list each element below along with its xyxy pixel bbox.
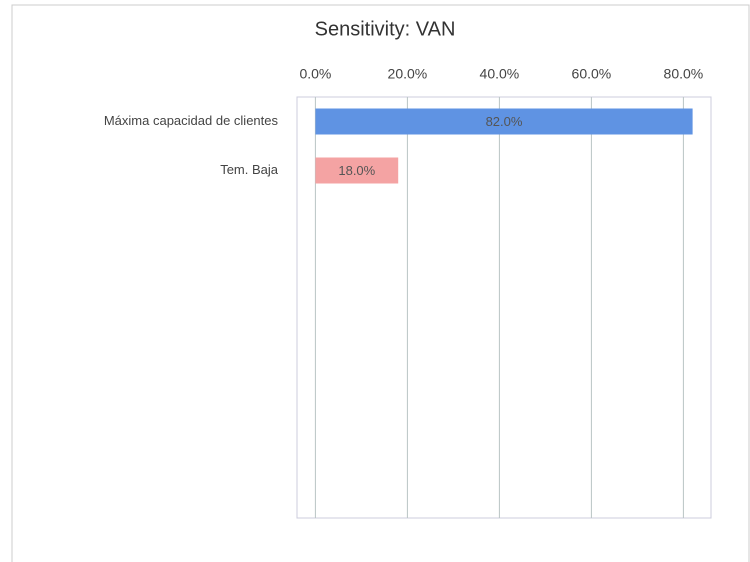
x-tick-label: 40.0% bbox=[480, 66, 520, 82]
x-tick-label: 80.0% bbox=[664, 66, 704, 82]
data-label: 82.0% bbox=[486, 114, 523, 129]
bar bbox=[315, 108, 693, 135]
bar bbox=[315, 157, 399, 184]
frame bbox=[11, 4, 750, 562]
data-label: 18.0% bbox=[338, 163, 375, 178]
plot-area bbox=[296, 96, 712, 519]
chart-title: Sensitivity: VAN bbox=[315, 18, 456, 40]
x-tick-label: 0.0% bbox=[299, 66, 331, 82]
y-tick-label: Tem. Baja bbox=[220, 162, 279, 177]
y-tick-label: Máxima capacidad de clientes bbox=[104, 113, 279, 128]
x-tick-label: 60.0% bbox=[572, 66, 612, 82]
x-tick-label: 20.0% bbox=[388, 66, 428, 82]
